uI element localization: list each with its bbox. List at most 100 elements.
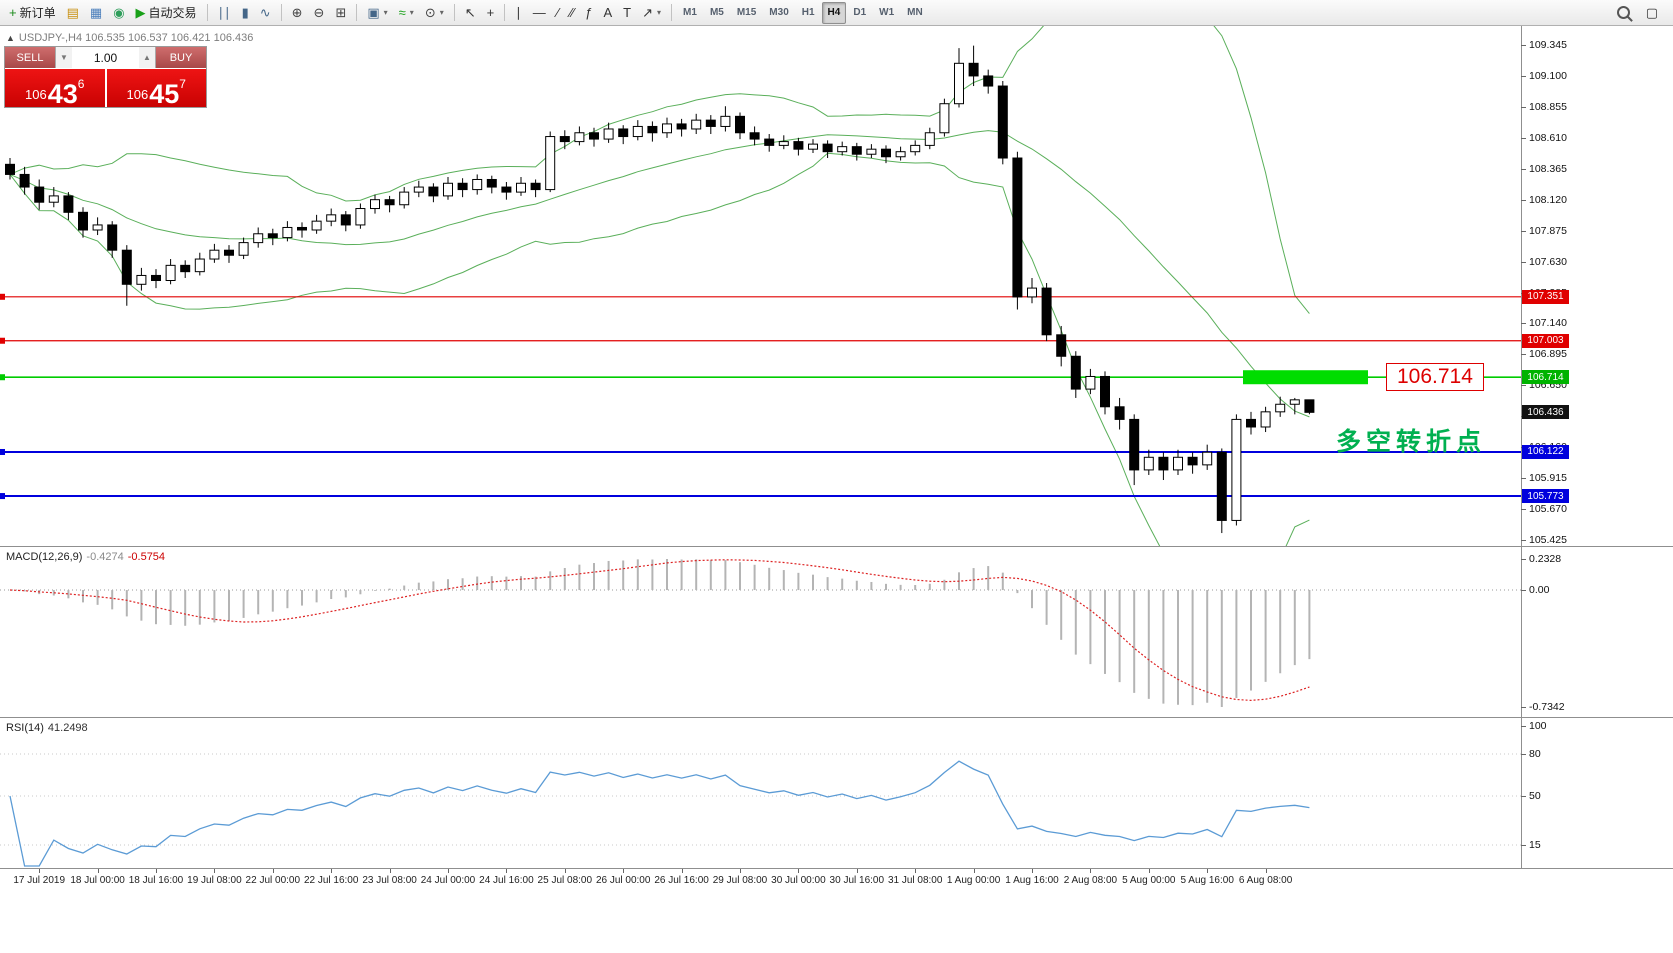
toolbar-separator [671, 4, 673, 21]
time-axis-label: 1 Aug 16:00 [1005, 875, 1059, 886]
autotrading-button[interactable]: ▶ 自动交易 [131, 2, 202, 24]
time-axis-label: 19 Jul 08:00 [187, 875, 242, 886]
bar-chart-icon: ∣∣ [217, 5, 231, 20]
price-tick-label: 107.630 [1529, 255, 1567, 268]
zoom-out-button[interactable]: ⊖ [309, 2, 330, 24]
fibonacci-button[interactable]: ƒ [580, 2, 597, 24]
templates-icon: ▣ [367, 5, 380, 20]
time-tick [1148, 869, 1150, 873]
timeframe-mn-button[interactable]: MN [907, 7, 923, 18]
buy-button[interactable]: BUY [156, 47, 206, 68]
price-tick-label: 107.875 [1529, 224, 1567, 237]
timeframe-h1-button[interactable]: H1 [801, 7, 815, 18]
time-axis-label: 18 Jul 16:00 [128, 875, 184, 886]
pane-separator[interactable] [0, 546, 1673, 547]
timeframe-m15-button[interactable]: M15 [736, 7, 757, 18]
new-order-icon: + [9, 5, 17, 20]
zoom-out-icon: ⊖ [313, 5, 325, 20]
line-chart-icon: ∿ [259, 5, 271, 20]
templates-button[interactable]: ▣ ▾ [362, 2, 392, 24]
macd-signal-value: -0.5754 [127, 551, 166, 563]
timeframe-m5-button[interactable]: M5 [709, 7, 724, 18]
time-axis-label: 29 Jul 08:00 [712, 875, 768, 886]
pane-separator[interactable] [0, 717, 1673, 718]
horizontal-line-button[interactable]: — [528, 2, 551, 24]
volume-input[interactable]: 1.00 [93, 50, 118, 65]
buy-price-button[interactable]: 106 45 7 [106, 69, 206, 110]
price-tick [1521, 478, 1526, 480]
candlestick-chart-button[interactable]: ▮ [237, 2, 254, 24]
time-tick [915, 869, 917, 873]
text-button[interactable]: A [598, 2, 617, 24]
equidistant-channel-button[interactable]: ∕∕ [565, 2, 579, 24]
price-tick [1521, 137, 1526, 139]
vertical-line-button[interactable]: ∣ [510, 2, 527, 24]
bar-chart-button[interactable]: ∣∣ [213, 2, 236, 24]
profiles-button[interactable]: ▤ [62, 2, 84, 24]
timeframe-d1-button[interactable]: D1 [853, 7, 867, 18]
time-axis-label: 2 Aug 08:00 [1063, 875, 1118, 886]
toolbar-right-group: ▢ [1612, 2, 1669, 24]
one-click-collapse-button[interactable]: ▲ [6, 33, 15, 43]
rsi-axis-label: 80 [1529, 748, 1541, 760]
time-tick [1032, 869, 1033, 873]
indicators-button[interactable]: ≈ ▾ [394, 2, 419, 24]
cursor-button[interactable]: ↖ [460, 2, 481, 24]
price-tag: 106.436 [1522, 405, 1569, 420]
line-chart-button[interactable]: ∿ [255, 2, 276, 24]
one-click-trading-panel: SELL ▼ 1.00 ▲ BUY 106 43 6 106 45 7 [4, 46, 207, 108]
market-watch-button[interactable]: ▦ [85, 2, 107, 24]
price-tick [1521, 540, 1526, 541]
main-chart-pane[interactable]: ▲ USDJPY-,H4 106.535 106.537 106.421 106.… [0, 26, 1521, 546]
zoom-in-button[interactable]: ⊕ [287, 2, 308, 24]
rsi-value: 41.2498 [47, 722, 88, 734]
price-tick [1521, 230, 1526, 232]
timeframe-w1-button[interactable]: W1 [879, 7, 895, 18]
price-tick-label: 108.610 [1529, 131, 1567, 144]
macd-main-value: -0.4274 [86, 551, 124, 563]
crosshair-button[interactable]: + [482, 2, 500, 24]
window-layout-button[interactable]: ▢ [1641, 2, 1663, 24]
sell-button[interactable]: SELL [5, 47, 55, 68]
buy-price-big: 45 [149, 79, 180, 110]
time-axis-label: 18 Jul 00:00 [70, 875, 125, 886]
periods-button[interactable]: ⊙ ▾ [420, 2, 449, 24]
macd-canvas[interactable] [0, 547, 1521, 717]
price-level-label[interactable]: 106.714 [1386, 363, 1484, 392]
tile-windows-icon: ⊞ [335, 5, 347, 20]
tile-windows-button[interactable]: ⊞ [330, 2, 351, 24]
autotrading-icon: ▶ [135, 5, 146, 20]
timeframe-h4-button[interactable]: H4 [821, 1, 847, 24]
trendline-button[interactable]: ∕ [552, 2, 564, 24]
macd-tick [1521, 707, 1526, 708]
price-tick [1521, 75, 1526, 77]
timeframe-m30-button[interactable]: M30 [769, 7, 789, 18]
price-tick [1521, 261, 1526, 263]
arrows-button[interactable]: ↗ ▾ [637, 2, 666, 24]
new-order-button[interactable]: + 新订单 [4, 2, 61, 24]
rsi-pane[interactable] [0, 718, 1521, 868]
time-tick [740, 869, 741, 873]
macd-pane[interactable] [0, 547, 1521, 717]
text-label-button[interactable]: T [618, 2, 636, 24]
price-tick-label: 108.855 [1529, 100, 1567, 113]
volume-increase-button[interactable]: ▲ [139, 47, 155, 68]
periods-caret-icon: ▾ [439, 8, 444, 17]
navigator-button[interactable]: ◉ [108, 2, 129, 24]
sell-price-button[interactable]: 106 43 6 [5, 69, 105, 110]
templates-caret-icon: ▾ [383, 8, 388, 17]
time-axis-label: 6 Aug 08:00 [1238, 875, 1293, 886]
price-tag: 105.773 [1522, 489, 1569, 504]
timeframe-m1-button[interactable]: M1 [683, 7, 697, 18]
macd-tick [1521, 590, 1526, 592]
volume-decrease-button[interactable]: ▼ [56, 47, 72, 68]
rsi-canvas[interactable] [0, 718, 1521, 868]
arrows-icon: ↗ [642, 5, 654, 20]
search-button[interactable] [1612, 2, 1635, 24]
time-tick [448, 869, 449, 873]
main-chart-canvas[interactable] [0, 26, 1521, 546]
sell-price-big: 43 [47, 79, 78, 110]
time-axis-label: 30 Jul 16:00 [829, 875, 885, 886]
zoom-in-icon: ⊕ [291, 5, 303, 20]
time-tick [856, 869, 858, 873]
